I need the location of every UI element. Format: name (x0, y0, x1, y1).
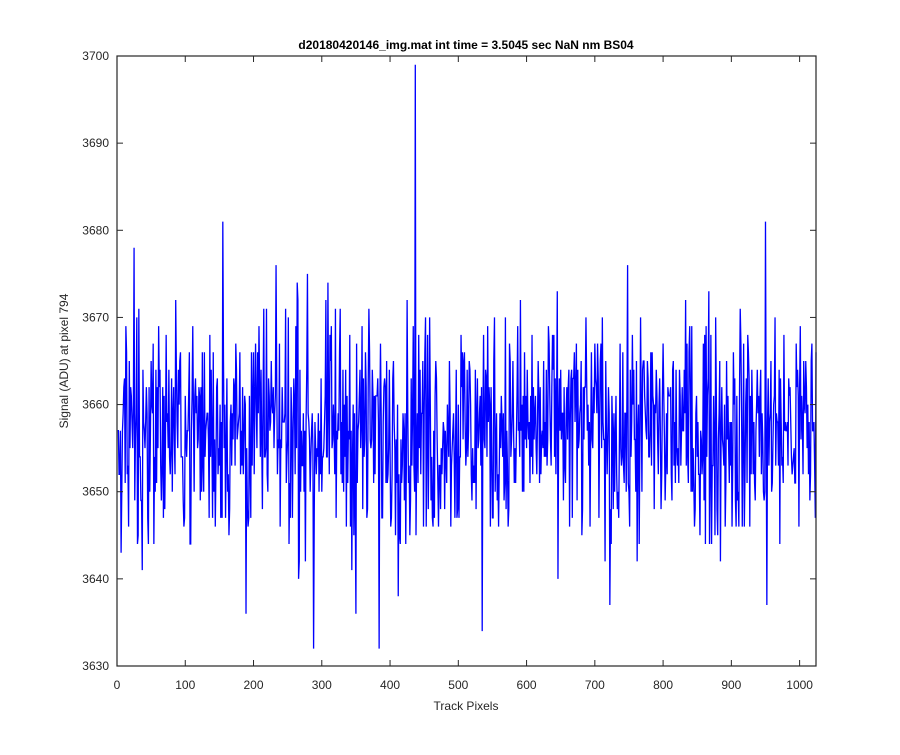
plot-area (117, 56, 816, 666)
x-tick-label: 1000 (786, 678, 813, 692)
x-tick-label: 200 (244, 678, 264, 692)
y-axis-label: Signal (ADU) at pixel 794 (57, 293, 71, 428)
x-tick-label: 100 (175, 678, 195, 692)
y-tick-label: 3630 (82, 659, 109, 673)
y-tick-label: 3690 (82, 136, 109, 150)
x-axis: 0 100 200 300 400 500 600 700 800 900 1000 (114, 56, 813, 692)
x-tick-label: 700 (585, 678, 605, 692)
axes-box (116, 55, 817, 667)
series-layer (117, 64, 817, 649)
y-tick-label: 3700 (82, 49, 109, 63)
y-tick-label: 3650 (82, 485, 109, 499)
y-tick-label: 3680 (82, 223, 109, 237)
chart-title: d20180420146_img.mat int time = 3.5045 s… (298, 38, 634, 52)
x-tick-label: 900 (721, 678, 741, 692)
x-tick-label: 0 (114, 678, 121, 692)
y-tick-label: 3640 (82, 572, 109, 586)
x-tick-label: 600 (517, 678, 537, 692)
x-tick-label: 500 (448, 678, 468, 692)
x-tick-label: 400 (380, 678, 400, 692)
y-tick-label: 3660 (82, 398, 109, 412)
y-axis: 3630 3640 3650 3660 3670 3680 3690 3700 (82, 49, 816, 673)
series-line (117, 64, 817, 649)
x-axis-label: Track Pixels (434, 699, 499, 713)
x-tick-label: 300 (312, 678, 332, 692)
y-tick-label: 3670 (82, 310, 109, 324)
x-tick-label: 800 (653, 678, 673, 692)
